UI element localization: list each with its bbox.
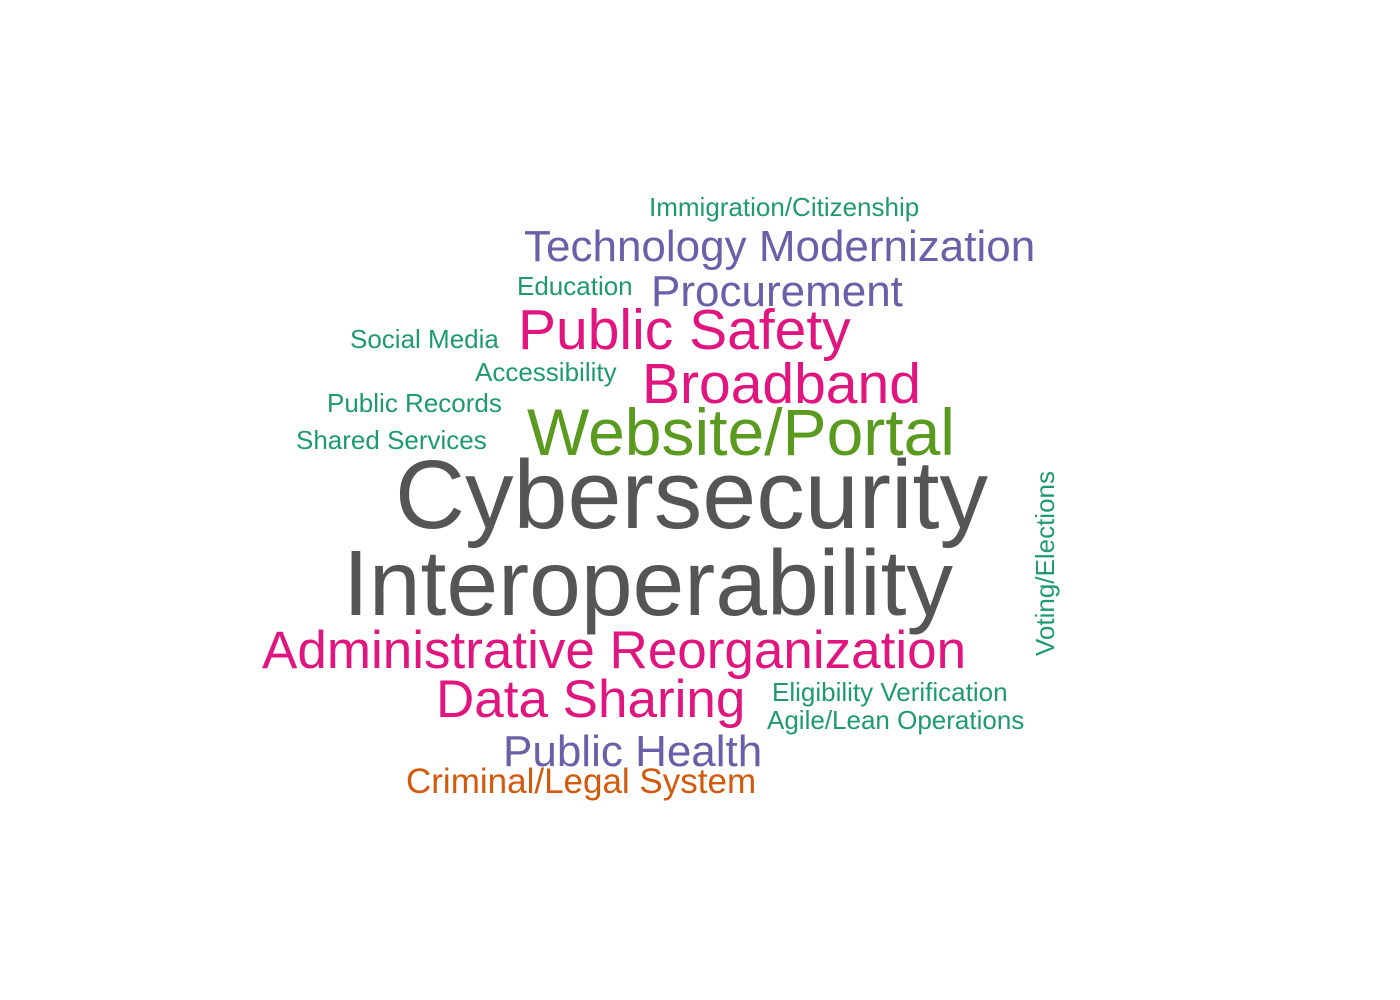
word-accessibility: Accessibility <box>475 357 617 387</box>
word-agile-lean-operations: Agile/Lean Operations <box>767 705 1025 735</box>
word-voting-elections: Voting/Elections <box>1030 470 1060 656</box>
word-data-sharing: Data Sharing <box>436 670 746 729</box>
word-immigration-citizenship: Immigration/Citizenship <box>649 192 920 222</box>
word-technology-modernization: Technology Modernization <box>524 222 1036 271</box>
word-administrative-reorganization: Administrative Reorganization <box>262 621 967 680</box>
word-broadband: Broadband <box>642 352 921 416</box>
word-education: Education <box>517 271 633 301</box>
word-public-records: Public Records <box>327 388 502 418</box>
word-interoperability: Interoperability <box>343 531 953 635</box>
word-public-health: Public Health <box>503 727 763 776</box>
word-website-portal: Website/Portal <box>527 395 955 469</box>
word-eligibility-verification: Eligibility Verification <box>772 677 1008 707</box>
word-cybersecurity: Cybersecurity <box>395 440 988 549</box>
word-shared-services: Shared Services <box>296 425 487 455</box>
word-public-safety: Public Safety <box>518 298 851 362</box>
word-criminal-legal-system: Criminal/Legal System <box>406 762 757 801</box>
word-procurement: Procurement <box>651 267 903 316</box>
word-social-media: Social Media <box>350 324 499 354</box>
